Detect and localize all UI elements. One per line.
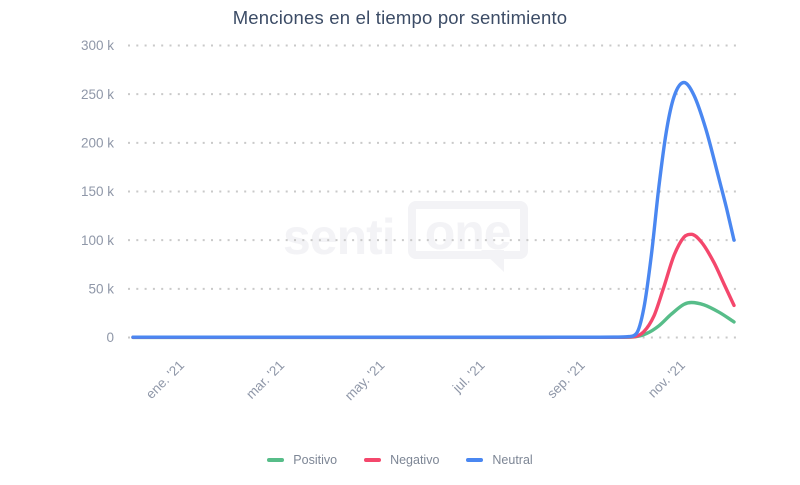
chart-title: Menciones en el tiempo por sentimiento bbox=[232, 7, 568, 28]
neutral-line-swatch-icon bbox=[466, 458, 484, 462]
legend-item-positivo[interactable]: Positivo bbox=[267, 453, 337, 467]
x-tick-label: mar. '21 bbox=[243, 358, 287, 402]
positivo-line-swatch-icon bbox=[267, 458, 285, 462]
x-tick-label: sep. '21 bbox=[544, 358, 588, 402]
legend-label-positivo: Positivo bbox=[293, 453, 338, 467]
watermark-text-senti: senti bbox=[283, 209, 396, 265]
legend-label-neutral: Neutral bbox=[492, 453, 533, 467]
series-lines bbox=[131, 80, 736, 340]
y-tick-label: 300 k bbox=[81, 38, 114, 53]
negativo-line-swatch-icon bbox=[364, 458, 382, 462]
y-tick-label: 200 k bbox=[81, 136, 114, 151]
y-tick-label: 100 k bbox=[81, 233, 114, 248]
watermark-speech-bubble-icon: one bbox=[407, 201, 528, 272]
y-tick-label: 50 k bbox=[88, 282, 114, 297]
sentione-watermark: senti one bbox=[283, 198, 528, 272]
watermark-text-one: one bbox=[424, 204, 512, 260]
chart-plot-area: 0 50 k 100 k 150 k 200 k 250 k 300 k ene. '21 m… bbox=[81, 38, 739, 404]
x-tick-label: ene. '21 bbox=[143, 358, 187, 402]
y-tick-label: 150 k bbox=[81, 184, 114, 199]
chart-legend: Positivo Negativo Neutral bbox=[0, 453, 800, 467]
y-tick-label: 250 k bbox=[81, 87, 114, 102]
legend-item-negativo[interactable]: Negativo bbox=[364, 453, 439, 467]
legend-item-neutral[interactable]: Neutral bbox=[466, 453, 533, 467]
x-axis-labels: ene. '21 mar. '21 may. '21 jul. '21 sep. '21… bbox=[143, 358, 688, 404]
x-tick-label: may. '21 bbox=[342, 358, 388, 404]
y-tick-label: 0 bbox=[106, 330, 114, 345]
legend-label-negativo: Negativo bbox=[390, 453, 440, 467]
series-line-negativo bbox=[131, 232, 736, 340]
x-tick-label: jul. '21 bbox=[449, 358, 488, 397]
y-axis-labels: 0 50 k 100 k 150 k 200 k 250 k 300 k bbox=[81, 38, 114, 345]
x-tick-label: nov. '21 bbox=[645, 358, 688, 401]
series-line-neutral bbox=[131, 80, 736, 339]
speech-bubble-tail-icon bbox=[480, 250, 504, 272]
